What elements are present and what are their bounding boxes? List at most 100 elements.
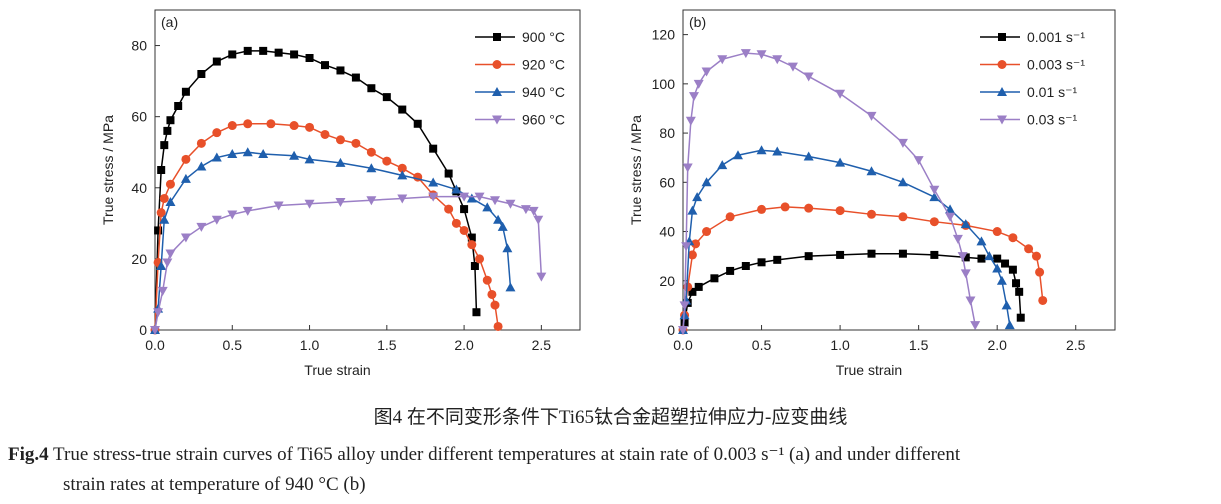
data-point xyxy=(150,326,160,335)
series-2: 0.01 s⁻¹ xyxy=(678,84,1078,334)
legend-marker xyxy=(998,33,1006,41)
data-point xyxy=(242,206,253,216)
data-point xyxy=(1035,267,1045,277)
legend-label: 0.01 s⁻¹ xyxy=(1027,84,1078,100)
data-point xyxy=(835,157,846,167)
series-line xyxy=(154,151,512,331)
data-point xyxy=(475,254,485,264)
x-tick-label: 2.0 xyxy=(987,337,1007,353)
data-point xyxy=(960,219,971,229)
data-point xyxy=(1001,300,1012,310)
data-point xyxy=(243,119,253,129)
data-point xyxy=(157,166,166,174)
series-3: 0.03 s⁻¹ xyxy=(678,49,1078,335)
legend-marker xyxy=(492,87,502,96)
data-point xyxy=(196,222,207,232)
data-point xyxy=(289,121,299,131)
data-point xyxy=(493,214,504,224)
figure: 0.0 0.5 1.0 1.5 2.0 2.5 0 20 40 60 80 True strain Tr… xyxy=(100,9,1116,378)
caption-line-2: strain rates at temperature of 940 °C (b… xyxy=(63,474,366,495)
legend-label: 0.03 s⁻¹ xyxy=(1027,112,1078,128)
data-point xyxy=(688,287,697,296)
data-point xyxy=(773,255,782,264)
data-point xyxy=(227,210,238,220)
data-point xyxy=(180,173,191,183)
x-tick-label: 0.0 xyxy=(145,337,165,353)
y-tick-label: 60 xyxy=(659,174,675,190)
data-point xyxy=(304,154,315,164)
legend-marker xyxy=(997,115,1007,125)
data-point xyxy=(156,208,166,218)
data-point xyxy=(470,262,479,270)
data-point xyxy=(787,62,798,72)
data-point xyxy=(444,204,454,214)
data-point xyxy=(162,258,173,268)
data-point xyxy=(1008,233,1018,243)
data-point xyxy=(1015,287,1024,296)
data-point xyxy=(682,163,693,173)
data-point xyxy=(780,202,790,212)
data-point xyxy=(693,79,704,89)
data-point xyxy=(413,119,422,128)
data-point xyxy=(428,192,439,202)
data-point xyxy=(1024,244,1034,254)
legend-label: 960 °C xyxy=(522,112,565,128)
series-0: 0.001 s⁻¹ xyxy=(679,29,1085,334)
data-point xyxy=(366,147,376,157)
data-point xyxy=(757,204,767,214)
data-point xyxy=(451,184,462,194)
data-point xyxy=(897,177,908,187)
data-point xyxy=(977,254,986,263)
data-point xyxy=(320,129,330,139)
data-point xyxy=(960,269,971,279)
data-point xyxy=(867,249,876,258)
data-point xyxy=(367,84,376,93)
data-point xyxy=(952,234,963,244)
data-point xyxy=(804,203,814,213)
data-point xyxy=(335,135,345,145)
data-point xyxy=(181,154,191,164)
data-point xyxy=(757,258,766,267)
data-point xyxy=(836,250,845,259)
data-point xyxy=(756,145,767,155)
data-point xyxy=(533,215,544,225)
data-point xyxy=(259,46,268,55)
data-point xyxy=(992,227,1002,237)
data-point xyxy=(1004,320,1015,330)
data-point xyxy=(196,161,207,171)
legend-marker xyxy=(492,60,502,69)
data-point xyxy=(490,196,500,206)
x-tick-label: 1.0 xyxy=(300,337,320,353)
legend-label: 0.003 s⁻¹ xyxy=(1027,57,1085,73)
data-point xyxy=(996,275,1007,285)
data-point xyxy=(702,227,712,237)
data-point xyxy=(290,50,299,59)
data-point xyxy=(212,57,221,66)
y-tick-label: 100 xyxy=(652,76,676,92)
data-point xyxy=(688,92,699,102)
data-point xyxy=(772,55,783,65)
caption-chinese: 图4 在不同变形条件下Ti65钛合金超塑拉伸应力-应变曲线 xyxy=(373,407,848,428)
data-point xyxy=(866,166,877,176)
data-point xyxy=(351,138,361,148)
data-point xyxy=(678,326,688,335)
x-tick-label: 0.5 xyxy=(752,337,772,353)
series-line xyxy=(154,50,478,331)
legend-marker xyxy=(493,33,501,41)
data-point xyxy=(1016,313,1025,322)
legend-label: 900 °C xyxy=(522,29,565,45)
y-tick-label: 120 xyxy=(652,27,676,43)
data-point xyxy=(163,126,172,135)
data-point xyxy=(536,272,547,282)
y-tick-label: 60 xyxy=(131,109,147,125)
data-point xyxy=(474,192,485,202)
data-point xyxy=(685,116,696,126)
data-point xyxy=(687,250,697,260)
data-point xyxy=(897,138,908,148)
data-point xyxy=(970,321,981,331)
plot-frame xyxy=(154,9,581,331)
caption-label: Fig.4 xyxy=(8,444,49,465)
data-point xyxy=(153,308,164,318)
data-point xyxy=(336,66,345,75)
x-tick-label: 2.5 xyxy=(1066,337,1086,353)
